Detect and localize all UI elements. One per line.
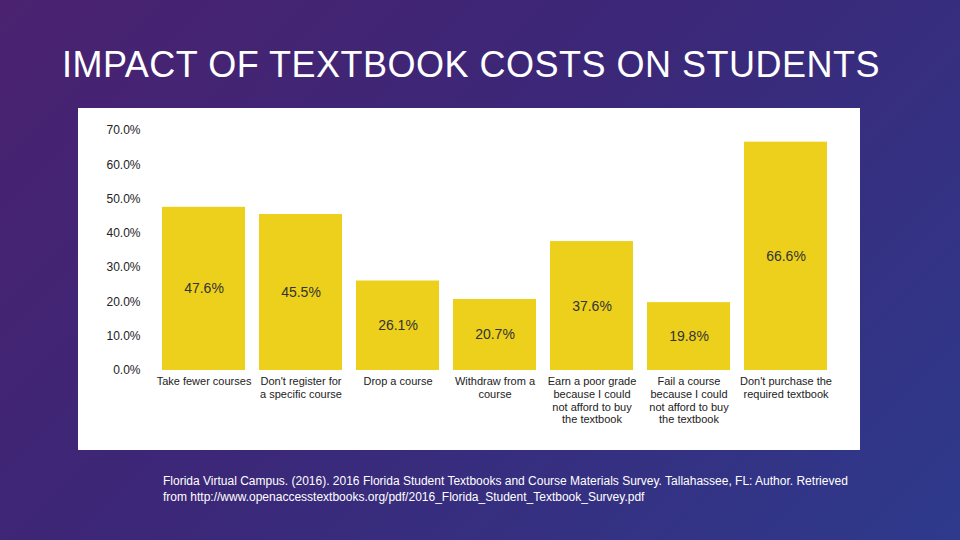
svg-text:47.6%: 47.6% [184,280,224,296]
svg-text:45.5%: 45.5% [281,284,321,300]
svg-text:20.7%: 20.7% [475,326,515,342]
svg-text:66.6%: 66.6% [766,248,806,264]
html-text:Florida Virtual Campus. (2016): Florida Virtual Campus. (2016). 2016 Flo… [163,474,848,504]
svg-text:40.0%: 40.0% [106,226,140,240]
svg-text:60.0%: 60.0% [106,158,140,172]
svg-text:Fail a coursebecause I couldno: Fail a coursebecause I couldnot afford t… [649,375,729,425]
svg-text:Take fewer courses: Take fewer courses [157,375,252,387]
svg-text:30.0%: 30.0% [106,260,140,274]
html-text:IMPACT OF TEXTBOOK COSTS ON ST: IMPACT OF TEXTBOOK COSTS ON STUDENTS [62,44,881,85]
svg-text:19.8%: 19.8% [669,328,709,344]
svg-text:26.1%: 26.1% [378,317,418,333]
svg-text:Withdraw from acourse: Withdraw from acourse [455,375,536,400]
svg-text:37.6%: 37.6% [572,298,612,314]
svg-text:50.0%: 50.0% [106,192,140,206]
svg-text:70.0%: 70.0% [106,123,140,137]
svg-text:10.0%: 10.0% [106,329,140,343]
svg-text:Don't register fora specific c: Don't register fora specific course [260,375,342,400]
svg-text:Drop a course: Drop a course [363,375,432,387]
svg-text:Earn a poor gradebecause I cou: Earn a poor gradebecause I couldnot affo… [548,375,637,425]
svg-text:20.0%: 20.0% [106,295,140,309]
svg-text:Don't purchase therequired tex: Don't purchase therequired textbook [740,375,832,400]
svg-text:0.0%: 0.0% [113,363,141,377]
